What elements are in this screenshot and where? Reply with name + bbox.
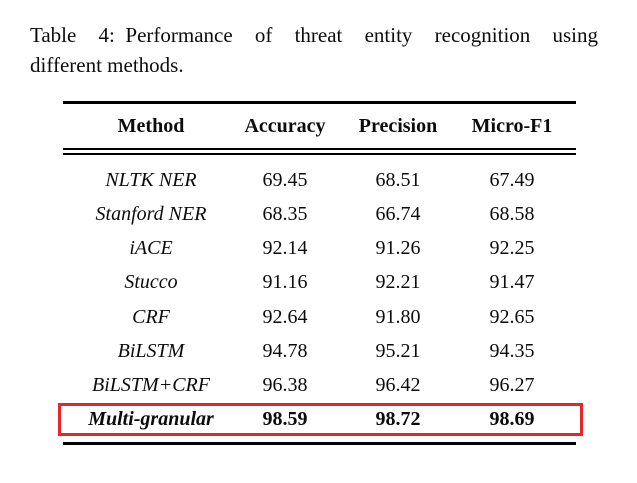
precision-cell: 91.80	[375, 305, 421, 328]
micro-f1-cell: 92.25	[489, 237, 535, 260]
caption-line-1: Table 4: Performance of threat entity re…	[30, 23, 598, 47]
table-row-bilstm: BiLSTM 94.78 95.21 94.35	[63, 334, 576, 368]
micro-f1-cell: 98.69	[489, 408, 535, 431]
micro-f1-cell: 96.27	[489, 374, 535, 397]
precision-cell: 96.42	[375, 374, 421, 397]
caption-line-2: different methods.	[30, 53, 184, 77]
micro-f1-cell: 94.35	[489, 339, 535, 362]
precision-cell: 66.74	[375, 202, 421, 225]
column-header-precision: Precision	[358, 114, 438, 137]
table-top-rule	[63, 101, 576, 104]
table-caption: Table 4: Performance of threat entity re…	[30, 20, 598, 80]
method-cell: BiLSTM+CRF	[92, 374, 210, 397]
precision-cell: 98.72	[375, 408, 421, 431]
table-header-row: Method Accuracy Precision Micro-F1	[63, 104, 576, 148]
table-row-multi-granular: Multi-granular 98.59 98.72 98.69	[63, 403, 576, 437]
precision-cell: 92.21	[375, 271, 421, 294]
method-cell: Stucco	[124, 271, 178, 294]
accuracy-cell: 68.35	[262, 202, 308, 225]
table-row-stanford-ner: Stanford NER 68.35 66.74 68.58	[63, 197, 576, 231]
table-bottom-rule	[63, 442, 576, 445]
accuracy-cell: 92.64	[262, 305, 308, 328]
precision-cell: 91.26	[375, 237, 421, 260]
accuracy-cell: 96.38	[262, 374, 308, 397]
table-row-crf: CRF 92.64 91.80 92.65	[63, 300, 576, 334]
accuracy-cell: 92.14	[262, 237, 308, 260]
accuracy-cell: 98.59	[262, 408, 308, 431]
precision-cell: 95.21	[375, 339, 421, 362]
column-header-accuracy: Accuracy	[244, 114, 326, 137]
micro-f1-cell: 68.58	[489, 202, 535, 225]
column-header-method: Method	[117, 114, 185, 137]
method-cell: CRF	[132, 305, 170, 328]
method-cell: NLTK NER	[105, 168, 197, 191]
method-cell: BiLSTM	[117, 339, 185, 362]
table-body: NLTK NER 69.45 68.51 67.49 Stanford NER …	[63, 163, 576, 437]
micro-f1-cell: 67.49	[489, 168, 535, 191]
method-cell: iACE	[129, 237, 173, 260]
method-cell: Multi-granular	[88, 408, 214, 431]
table-row-nltk-ner: NLTK NER 69.45 68.51 67.49	[63, 163, 576, 197]
micro-f1-cell: 91.47	[489, 271, 535, 294]
accuracy-cell: 91.16	[262, 271, 308, 294]
table-row-iace: iACE 92.14 91.26 92.25	[63, 232, 576, 266]
table-header-double-rule	[63, 148, 576, 155]
precision-cell: 68.51	[375, 168, 421, 191]
table-row-bilstm-crf: BiLSTM+CRF 96.38 96.42 96.27	[63, 369, 576, 403]
accuracy-cell: 94.78	[262, 339, 308, 362]
table-row-stucco: Stucco 91.16 92.21 91.47	[63, 266, 576, 300]
method-cell: Stanford NER	[95, 202, 207, 225]
column-header-micro-f1: Micro-F1	[471, 114, 553, 137]
micro-f1-cell: 92.65	[489, 305, 535, 328]
accuracy-cell: 69.45	[262, 168, 308, 191]
